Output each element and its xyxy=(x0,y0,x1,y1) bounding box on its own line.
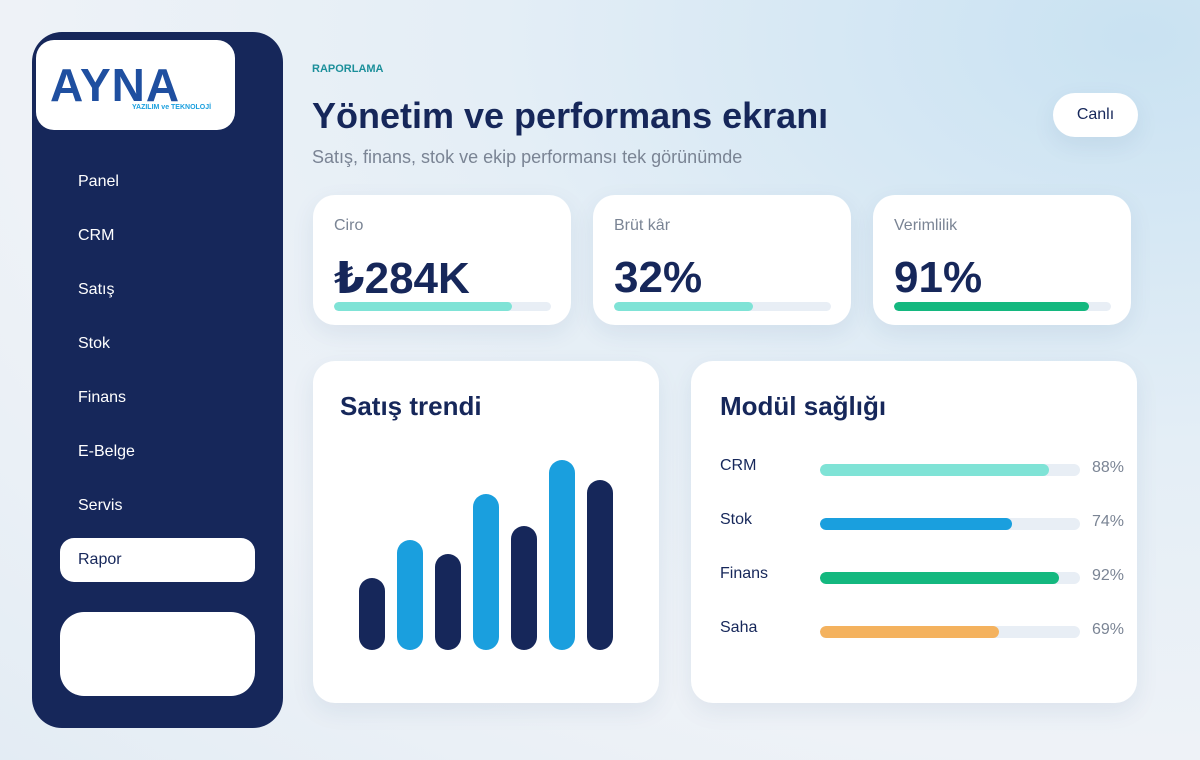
nav-item[interactable]: CRM xyxy=(78,227,115,244)
kpi-value: 32% xyxy=(614,253,703,302)
trend-bar xyxy=(511,526,537,650)
kpi-label: Verimlilik xyxy=(894,217,958,234)
modules-card: Modül sağlığı CRM 88% Stok 74% Finans 92% Saha… xyxy=(691,361,1137,703)
module-fill xyxy=(820,464,1049,476)
kpi-value: ₺284K xyxy=(334,254,470,303)
module-value: 88% xyxy=(1092,459,1125,476)
progress-track xyxy=(614,302,831,311)
module-label: CRM xyxy=(720,457,757,474)
nav-item[interactable]: Stok xyxy=(78,335,111,352)
trend-bar xyxy=(587,480,613,650)
module-track xyxy=(820,464,1080,476)
progress-track xyxy=(334,302,551,311)
progress-track xyxy=(894,302,1111,311)
kpi-label: Ciro xyxy=(334,217,364,234)
card-title: Satış trendi xyxy=(340,391,482,421)
sidebar-panel xyxy=(60,612,255,696)
progress-fill xyxy=(614,302,753,311)
module-track xyxy=(820,518,1080,530)
progress-fill xyxy=(334,302,512,311)
card-title: Modül sağlığı xyxy=(720,391,887,421)
module-label: Finans xyxy=(720,565,769,582)
kpi-card: Ciro ₺284K xyxy=(313,195,571,325)
module-value: 74% xyxy=(1092,513,1125,530)
trend-card: Satış trendi xyxy=(313,361,659,703)
module-fill xyxy=(820,572,1060,584)
module-value: 69% xyxy=(1092,621,1125,638)
module-label: Stok xyxy=(720,511,753,528)
nav-item[interactable]: Rapor xyxy=(60,538,255,582)
logo: AYNA YAZILIM ve TEKNOLOJİ xyxy=(36,40,235,130)
trend-bar xyxy=(397,540,423,650)
nav-item[interactable]: Panel xyxy=(78,173,119,190)
module-track xyxy=(820,626,1080,638)
module-track xyxy=(820,572,1080,584)
live-badge[interactable]: Canlı xyxy=(1053,93,1138,137)
kpi-label: Brüt kâr xyxy=(614,217,671,234)
progress-fill xyxy=(894,302,1090,311)
module-value: 92% xyxy=(1092,567,1125,584)
trend-bar xyxy=(473,494,499,650)
module-fill xyxy=(820,626,1000,638)
module-label: Saha xyxy=(720,619,758,636)
subtitle: Satış, finans, stok ve ekip performansı … xyxy=(312,147,743,167)
page-title: Yönetim ve performans ekranı xyxy=(312,95,829,136)
trend-bar xyxy=(435,554,461,650)
logo-name: AYNA xyxy=(50,59,181,111)
kpi-card: Brüt kâr 32% xyxy=(593,195,851,325)
nav-item[interactable]: Servis xyxy=(78,497,123,514)
trend-bar xyxy=(549,460,575,650)
module-fill xyxy=(820,518,1013,530)
trend-bar xyxy=(359,578,385,650)
eyebrow: RAPORLAMA xyxy=(312,63,384,75)
nav-item[interactable]: Satış xyxy=(78,281,115,298)
kpi-value: 91% xyxy=(894,253,983,302)
kpi-card: Verimlilik 91% xyxy=(873,195,1131,325)
nav-item[interactable]: E-Belge xyxy=(78,443,135,460)
logo-tagline: YAZILIM ve TEKNOLOJİ xyxy=(132,104,212,111)
nav-item[interactable]: Finans xyxy=(78,389,127,406)
